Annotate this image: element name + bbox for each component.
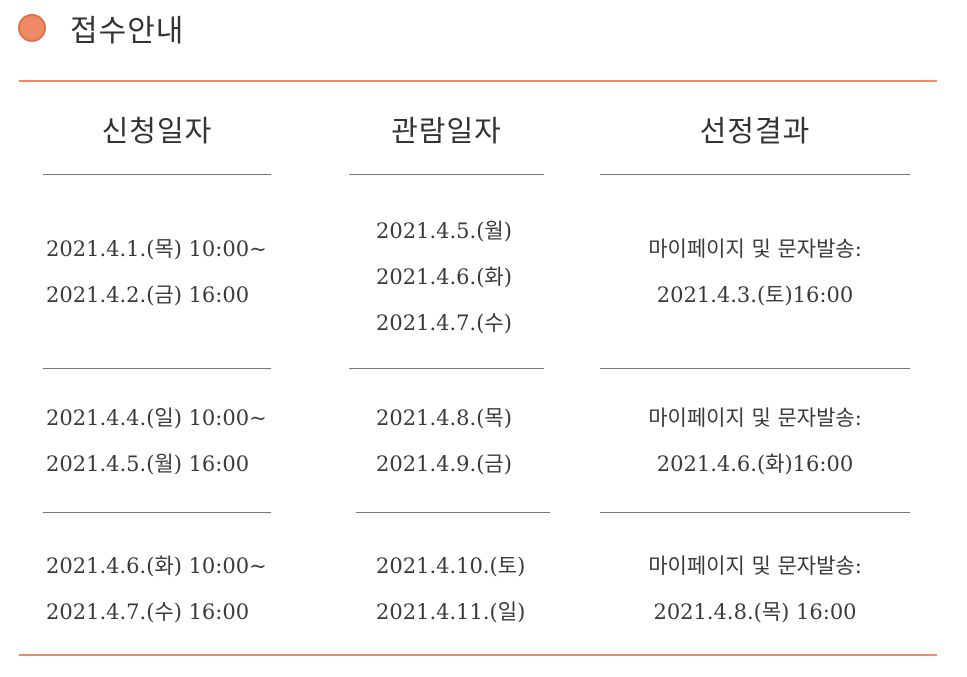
result-method: 마이페이지 및 문자발송: (648, 554, 862, 578)
result-date: 2021.4.3.(토)16:00 (656, 283, 854, 307)
viewing-date: 2021.4.10.(토) (376, 554, 526, 578)
column-header-selection-result: 선정결과 (699, 114, 811, 148)
column-header-apply-date: 신청일자 (101, 114, 213, 148)
header-separator-result (600, 174, 910, 175)
table-cell-result: 마이페이지 및 문자발송: 2021.4.6.(화)16:00 (605, 395, 905, 487)
table-cell-result: 마이페이지 및 문자발송: 2021.4.8.(목) 16:00 (605, 543, 905, 635)
table-cell-viewing-dates: 2021.4.5.(월) 2021.4.6.(화) 2021.4.7.(수) (376, 208, 512, 346)
column-header-viewing-date: 관람일자 (391, 114, 502, 148)
row-separator (600, 512, 910, 513)
apply-start: 2021.4.4.(일) 10:00~ (46, 406, 267, 430)
row-separator (356, 512, 550, 513)
table-cell-apply-period: 2021.4.1.(목) 10:00~ 2021.4.2.(금) 16:00 (46, 226, 267, 318)
result-method: 마이페이지 및 문자발송: (648, 237, 862, 261)
table-cell-result: 마이페이지 및 문자발송: 2021.4.3.(토)16:00 (605, 226, 905, 318)
top-divider (19, 80, 937, 82)
circle-bullet-icon (18, 14, 46, 42)
apply-end: 2021.4.7.(수) 16:00 (46, 600, 250, 624)
row-separator (43, 512, 271, 513)
apply-end: 2021.4.5.(월) 16:00 (46, 452, 250, 476)
section-title: 접수안내 (70, 14, 185, 49)
viewing-date: 2021.4.6.(화) (376, 265, 512, 289)
apply-end: 2021.4.2.(금) 16:00 (46, 283, 250, 307)
section-header: 접수안내 (18, 8, 185, 49)
viewing-date: 2021.4.8.(목) (376, 406, 512, 430)
bottom-divider (19, 654, 937, 656)
row-separator (349, 368, 544, 369)
viewing-date: 2021.4.11.(일) (376, 600, 526, 624)
row-separator (43, 368, 271, 369)
apply-start: 2021.4.6.(화) 10:00~ (46, 554, 267, 578)
table-cell-viewing-dates: 2021.4.10.(토) 2021.4.11.(일) (376, 543, 525, 635)
viewing-date: 2021.4.7.(수) (376, 311, 512, 335)
header-separator-apply (43, 174, 271, 175)
result-method: 마이페이지 및 문자발송: (648, 406, 862, 430)
viewing-date: 2021.4.5.(월) (376, 219, 512, 243)
viewing-date: 2021.4.9.(금) (376, 452, 512, 476)
header-separator-viewing (349, 174, 544, 175)
table-cell-apply-period: 2021.4.6.(화) 10:00~ 2021.4.7.(수) 16:00 (46, 543, 267, 635)
table-cell-apply-period: 2021.4.4.(일) 10:00~ 2021.4.5.(월) 16:00 (46, 395, 267, 487)
result-date: 2021.4.8.(목) 16:00 (653, 600, 857, 624)
apply-start: 2021.4.1.(목) 10:00~ (46, 237, 267, 261)
table-cell-viewing-dates: 2021.4.8.(목) 2021.4.9.(금) (376, 395, 512, 487)
result-date: 2021.4.6.(화)16:00 (656, 452, 854, 476)
row-separator (600, 368, 910, 369)
